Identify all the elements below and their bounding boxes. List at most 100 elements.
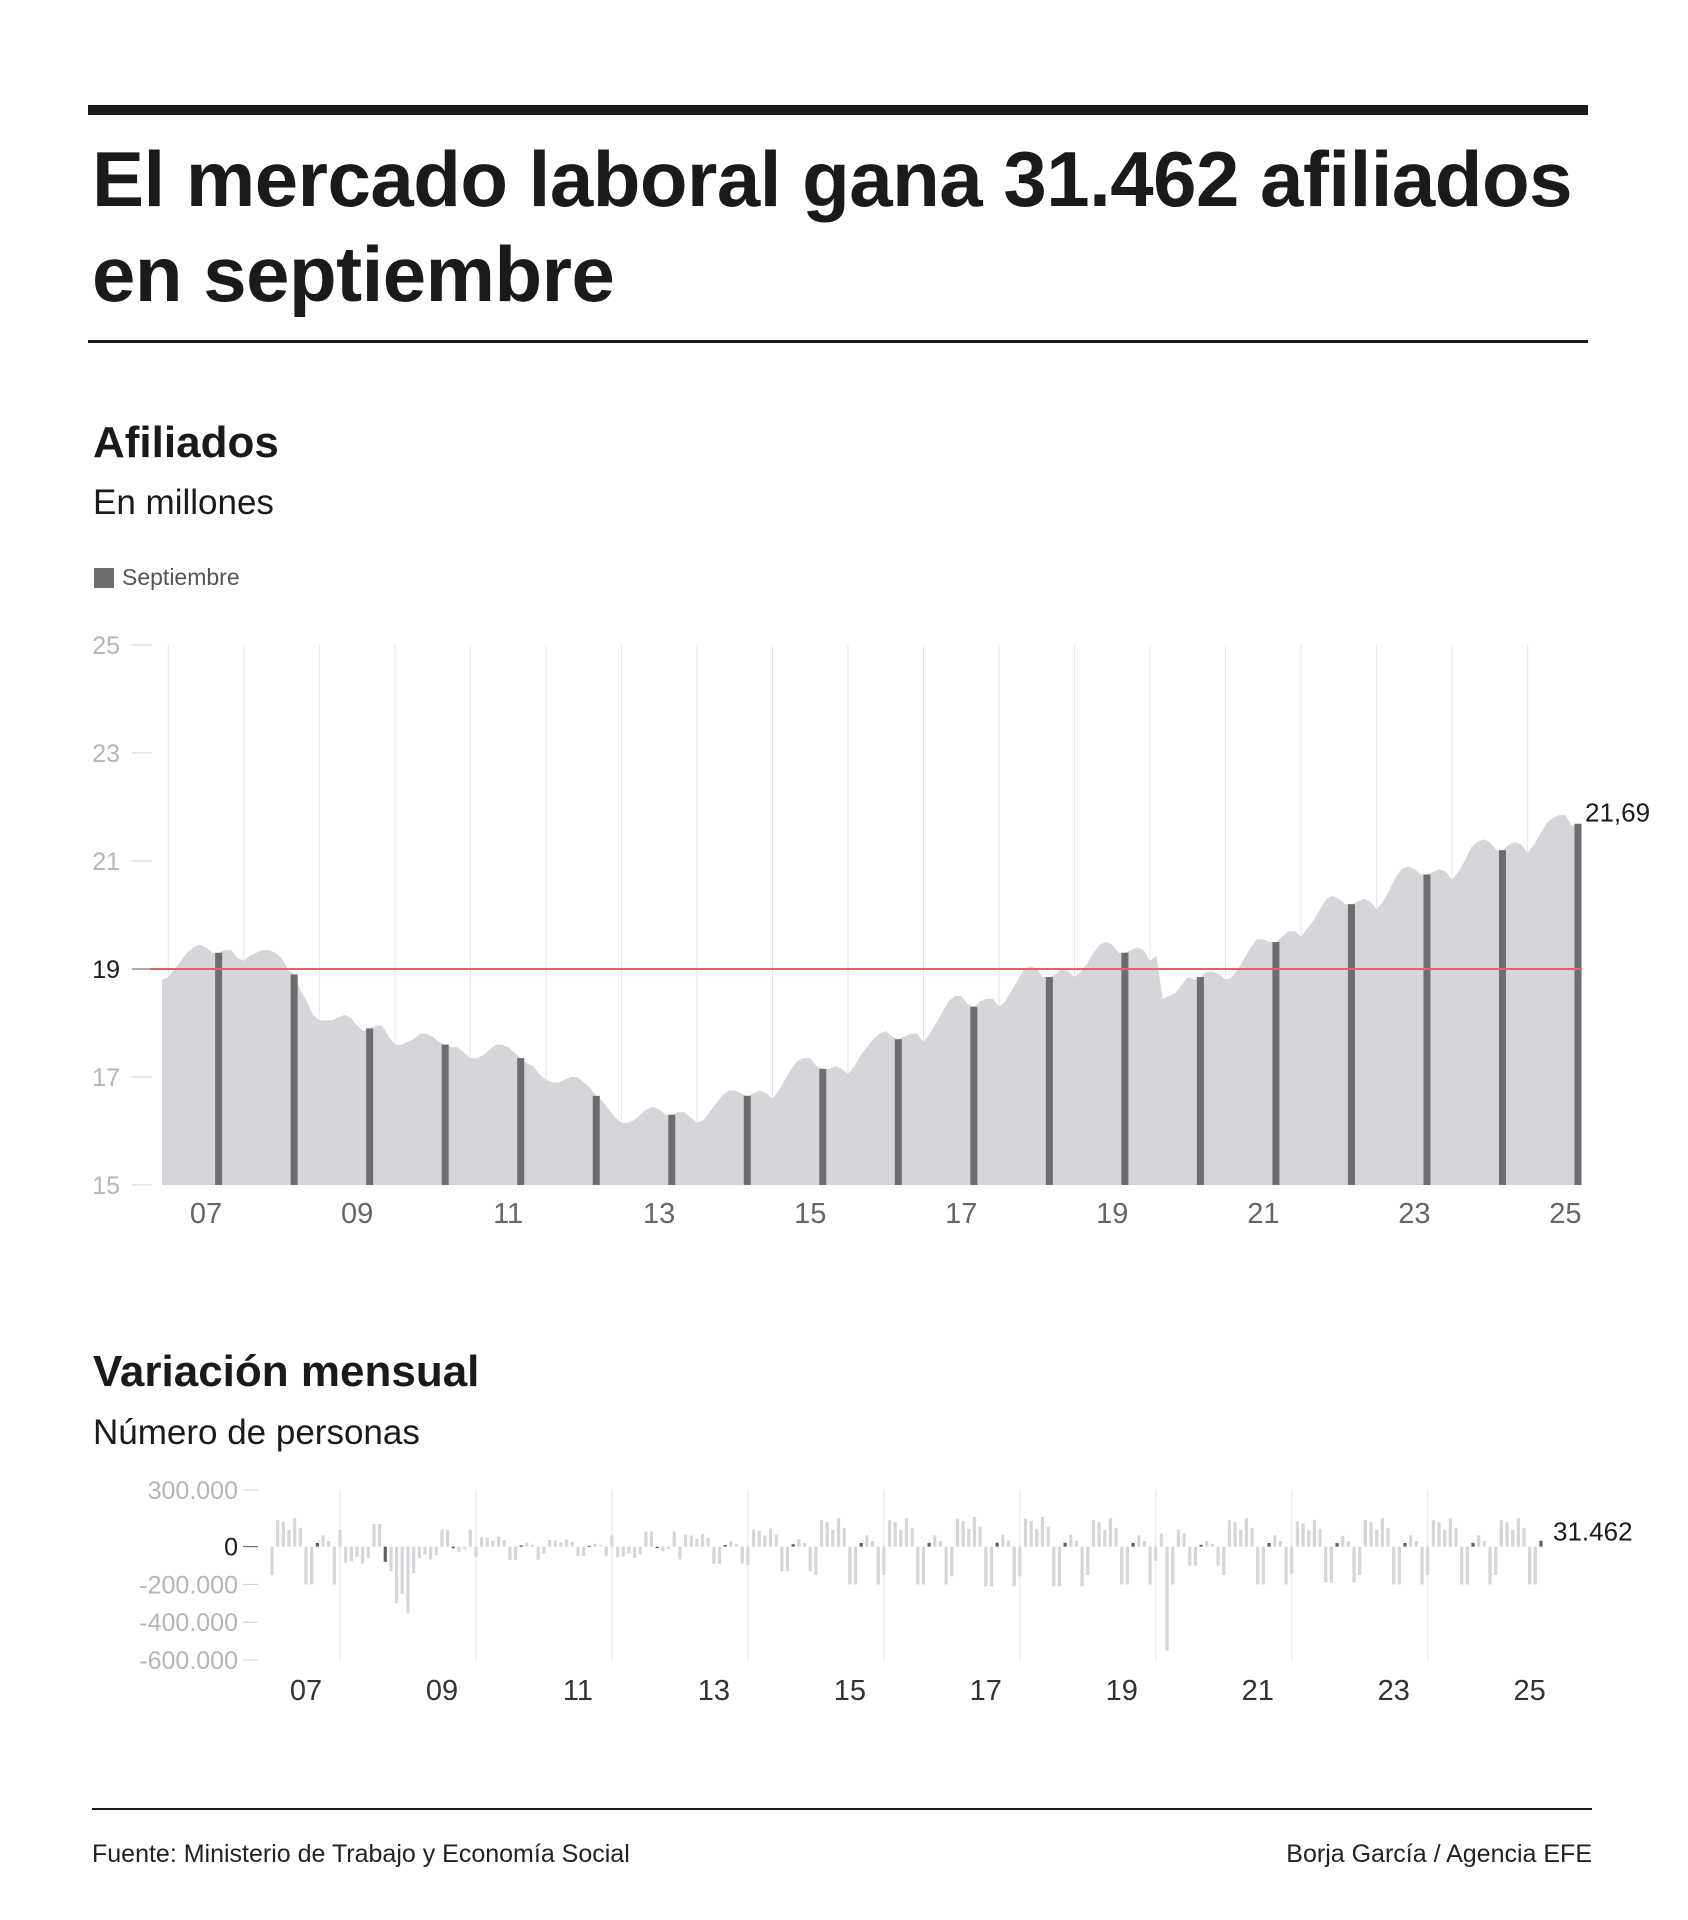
monthly-bar bbox=[729, 1541, 733, 1547]
monthly-bar bbox=[740, 1546, 744, 1564]
monthly-bar bbox=[361, 1546, 365, 1564]
monthly-bar bbox=[298, 1527, 302, 1547]
monthly-bar bbox=[819, 1520, 824, 1547]
monthly-bar bbox=[1159, 1533, 1164, 1547]
monthly-bar bbox=[1205, 1541, 1209, 1547]
x-tick-label: 23 bbox=[1398, 1198, 1430, 1230]
monthly-bar bbox=[570, 1541, 574, 1547]
x-tick-label: 17 bbox=[945, 1198, 977, 1230]
monthly-bar bbox=[1091, 1520, 1096, 1547]
monthly-bar bbox=[1069, 1534, 1073, 1547]
monthly-bar bbox=[933, 1535, 937, 1547]
monthly-bar bbox=[1182, 1533, 1186, 1547]
monthly-bar bbox=[1023, 1518, 1028, 1547]
monthly-bar bbox=[1341, 1535, 1345, 1547]
monthly-bar bbox=[576, 1546, 580, 1557]
monthly-bar bbox=[1103, 1529, 1107, 1547]
footer-rule bbox=[92, 1808, 1592, 1810]
monthly-bar bbox=[514, 1546, 518, 1560]
monthly-bar bbox=[944, 1546, 948, 1585]
monthly-bar bbox=[1318, 1528, 1322, 1547]
monthly-bar bbox=[1482, 1541, 1486, 1547]
monthly-bar bbox=[632, 1546, 637, 1558]
monthly-bar bbox=[717, 1546, 722, 1564]
monthly-bar bbox=[938, 1541, 943, 1547]
september-monthly-bar bbox=[655, 1546, 659, 1549]
september-monthly-bar bbox=[791, 1544, 795, 1547]
september-bar bbox=[1196, 977, 1204, 1185]
monthly-bar bbox=[1086, 1546, 1090, 1575]
monthly-bar bbox=[1465, 1546, 1469, 1585]
september-bar bbox=[592, 1095, 600, 1185]
monthly-bar bbox=[372, 1524, 376, 1547]
x-tick-label: 11 bbox=[493, 1198, 523, 1230]
x-tick-label: 19 bbox=[1096, 1198, 1128, 1230]
monthly-bar bbox=[746, 1546, 750, 1566]
legend-swatch bbox=[94, 567, 114, 588]
monthly-bar bbox=[412, 1546, 416, 1574]
top-rule bbox=[88, 105, 1588, 115]
monthly-bar bbox=[683, 1534, 688, 1547]
x-tick-label: 21 bbox=[1247, 1198, 1279, 1230]
monthly-bar bbox=[984, 1546, 988, 1587]
monthly-bar bbox=[1494, 1546, 1498, 1575]
chart1-end-label: 21,69 bbox=[1585, 798, 1650, 828]
monthly-bar bbox=[876, 1546, 880, 1585]
monthly-bar bbox=[287, 1529, 291, 1547]
afiliados-chart: 15 17 19 21 23 25 21,69 07 09 11 13 15 17 19 21 23 25 bbox=[92, 632, 1650, 1230]
monthly-bar bbox=[870, 1541, 875, 1547]
monthly-bar bbox=[1035, 1528, 1039, 1547]
monthly-bar bbox=[1375, 1529, 1379, 1547]
monthly-bar bbox=[1307, 1530, 1311, 1547]
monthly-bar bbox=[446, 1529, 450, 1547]
monthly-bar bbox=[825, 1522, 829, 1547]
source-text: Fuente: Ministerio de Trabajo y Economía… bbox=[92, 1840, 630, 1868]
september-bar bbox=[366, 1028, 374, 1185]
monthly-bar bbox=[1052, 1546, 1056, 1587]
variacion-chart: 300.000 0 -200.000 -400.000 -600.000 31.462 07… bbox=[139, 1477, 1632, 1707]
monthly-bar bbox=[1057, 1546, 1062, 1587]
monthly-bar bbox=[593, 1543, 597, 1547]
monthly-bar bbox=[831, 1529, 835, 1547]
monthly-bar bbox=[797, 1539, 801, 1547]
monthly-bar bbox=[502, 1540, 506, 1547]
monthly-bar bbox=[695, 1539, 699, 1547]
monthly-bar bbox=[406, 1546, 410, 1613]
x-tick-label: 21 bbox=[1242, 1675, 1274, 1707]
september-monthly-bar bbox=[859, 1542, 863, 1547]
y-tick-label: 21 bbox=[92, 848, 120, 876]
monthly-bar bbox=[1528, 1546, 1532, 1585]
monthly-bar bbox=[1488, 1546, 1492, 1585]
title-rule bbox=[88, 340, 1588, 343]
monthly-bar bbox=[1437, 1522, 1441, 1547]
monthly-bar bbox=[1256, 1546, 1260, 1585]
monthly-bar bbox=[836, 1518, 841, 1547]
monthly-bar bbox=[700, 1533, 705, 1547]
monthly-bar bbox=[955, 1518, 960, 1547]
monthly-bar bbox=[474, 1546, 478, 1557]
monthly-bar bbox=[1006, 1540, 1011, 1547]
monthly-bar bbox=[434, 1546, 438, 1556]
monthly-bar bbox=[893, 1522, 897, 1547]
y-tick-label: 23 bbox=[92, 740, 120, 768]
september-bar bbox=[668, 1114, 676, 1185]
september-monthly-bar bbox=[451, 1546, 455, 1549]
september-monthly-bar bbox=[1267, 1542, 1271, 1547]
x-tick-label: 09 bbox=[426, 1675, 458, 1707]
monthly-bar bbox=[785, 1546, 790, 1572]
monthly-bar bbox=[457, 1546, 461, 1552]
monthly-bar bbox=[1233, 1522, 1237, 1547]
monthly-bar bbox=[621, 1546, 625, 1557]
y-tick-label: 25 bbox=[92, 632, 120, 660]
monthly-bar bbox=[1454, 1527, 1458, 1547]
x-tick-label: 07 bbox=[190, 1198, 222, 1230]
monthly-bar bbox=[842, 1527, 846, 1547]
monthly-bar bbox=[366, 1546, 370, 1558]
monthly-bar bbox=[882, 1546, 886, 1575]
september-monthly-bar bbox=[315, 1542, 319, 1547]
monthly-bar bbox=[1505, 1522, 1509, 1547]
x-tick-label: 17 bbox=[970, 1675, 1002, 1707]
x-tick-label: 09 bbox=[341, 1198, 373, 1230]
monthly-bar bbox=[423, 1546, 427, 1555]
monthly-bar bbox=[853, 1546, 858, 1585]
